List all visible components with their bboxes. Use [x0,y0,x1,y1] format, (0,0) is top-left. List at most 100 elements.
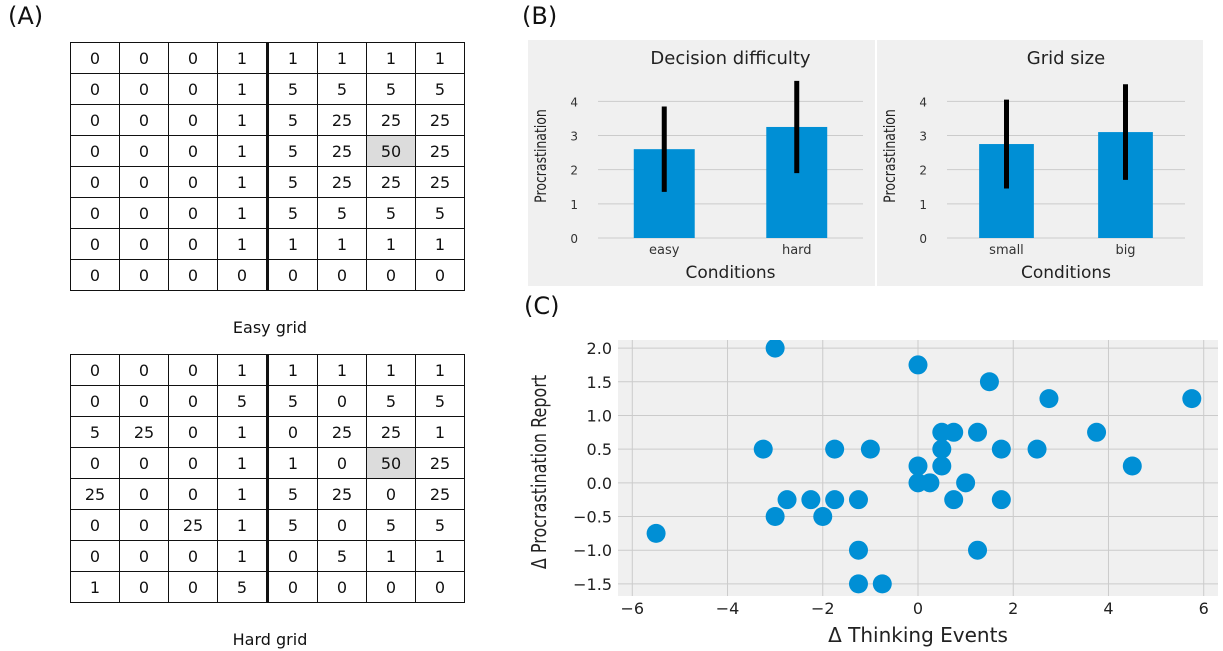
grid-cell: 1 [317,354,367,386]
scatter-point [1122,456,1142,476]
grid-cell: 1 [415,416,465,448]
grid-cell: 0 [70,42,120,74]
grid-cell: 0 [317,571,367,603]
grid-cell: 0 [168,540,218,572]
x-tick-label: 2 [1008,599,1018,618]
grid-cell: 0 [217,259,268,291]
grid-cell: 0 [266,416,318,448]
grid-cell: 25 [366,166,416,198]
scatter-point [1182,389,1202,409]
scatter-point [968,422,988,442]
grid-cell: 0 [70,135,120,167]
grid-cell: 1 [415,354,465,386]
grid-cell: 25 [317,135,367,167]
grid-cell: 1 [217,42,268,74]
scatter-point [825,490,845,510]
grid-cell: 1 [217,354,268,386]
grid-cell: 0 [119,540,169,572]
grid-cell: 5 [266,478,318,510]
hard-grid: 0 0 0 1 1 1 1 1 0 0 0 5 5 0 5 5 5 25 0 1 0 25 25 1 0 0 0 1 1 0 50 25 25 0… [70,354,465,603]
grid-row: 0 0 25 1 5 0 5 5 [70,509,465,541]
grid-cell: 5 [266,197,318,229]
scatter-point [777,490,797,510]
grid-cell: 5 [317,197,367,229]
grid-cell: 0 [70,385,120,417]
x-tick-label: −4 [716,599,740,618]
grid-cell: 5 [415,73,465,105]
chart-title: Grid size [1027,48,1105,69]
grid-cell: 1 [70,571,120,603]
grid-cell: 0 [119,354,169,386]
grid-cell: 0 [119,447,169,479]
grid-cell: 1 [266,42,318,74]
grid-cell: 0 [119,197,169,229]
grid-cell: 0 [70,509,120,541]
grid-cell: 0 [119,571,169,603]
x-tick-label: 0 [913,599,923,618]
scatter-point [848,490,868,510]
grid-cell: 0 [415,571,465,603]
grid-cell: 0 [266,259,318,291]
grid-cell: 5 [266,166,318,198]
grid-cell: 0 [317,259,367,291]
grid-row: 0 0 0 1 5 25 25 25 [70,166,465,198]
y-tick-label: 1.0 [587,406,612,425]
grid-row: 0 0 0 1 1 0 50 25 [70,447,465,479]
grid-cell: 5 [266,104,318,136]
y-tick-label: 0 [570,232,578,246]
scatter-point [932,439,952,459]
grid-cell: 5 [415,197,465,229]
grid-cell: 1 [415,228,465,260]
grid-cell: 0 [168,259,218,291]
grid-cell: 0 [70,197,120,229]
grid-cell: 5 [366,73,416,105]
scatter-point [932,456,952,476]
grid-cell: 0 [366,571,416,603]
grid-cell: 5 [70,416,120,448]
x-tick-label: −2 [811,599,835,618]
grid-cell: 0 [168,104,218,136]
x-tick-label: big [1115,243,1135,258]
grid-cell: 0 [70,447,120,479]
grid-cell: 1 [366,228,416,260]
grid-cell: 0 [168,166,218,198]
x-tick-label: 4 [1103,599,1113,618]
grid-cell: 25 [415,104,465,136]
grid-cell: 25 [415,478,465,510]
grid-cell: 1 [317,228,367,260]
y-tick-label: 0.5 [587,440,612,459]
grid-cell: 0 [366,259,416,291]
grid-cell: 0 [415,259,465,291]
y-tick-label: 2 [919,164,927,178]
scatter-point [801,490,821,510]
grid-cell: 5 [317,540,367,572]
y-tick-label: −1.0 [573,541,612,560]
grid-cell: 0 [119,509,169,541]
scatter-point [1027,439,1047,459]
x-tick-label: 6 [1199,599,1209,618]
panel-label-c: (C) [524,292,560,320]
x-tick-label: −6 [620,599,644,618]
scatter-point [968,540,988,560]
scatter-point [753,439,773,459]
scatter-point [813,507,833,527]
x-tick-label: small [989,243,1024,258]
bar-chart-decision-difficulty: 0 1 2 3 4 easy hard Decision difficulty Conditio… [528,40,875,286]
grid-cell: 0 [168,135,218,167]
grid-cell: 0 [317,509,367,541]
scatter-point [848,574,868,594]
x-axis-label: Conditions [686,263,776,283]
y-tick-label: 0 [919,232,927,246]
grid-cell: 0 [168,197,218,229]
grid-cell: 0 [70,540,120,572]
y-tick-label: −1.5 [573,575,612,594]
grid-cell: 0 [119,104,169,136]
y-axis-label: Δ Procrastination Report [528,375,551,569]
scatter-point [646,523,666,543]
panel-label-a: (A) [8,2,44,30]
